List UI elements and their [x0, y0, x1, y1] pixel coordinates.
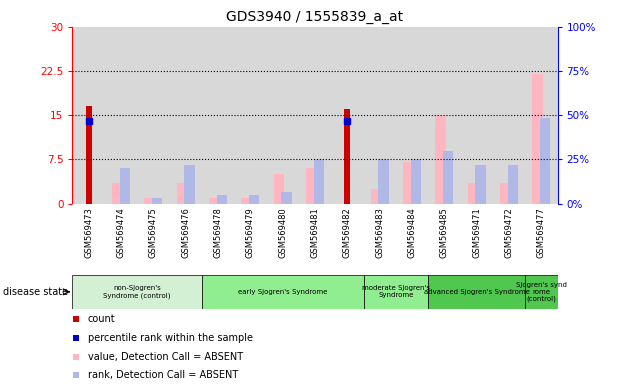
Text: GSM569480: GSM569480 — [278, 207, 287, 258]
Bar — [379, 159, 389, 204]
Text: GSM569477: GSM569477 — [537, 207, 546, 258]
Text: value, Detection Call = ABSENT: value, Detection Call = ABSENT — [88, 352, 243, 362]
Text: GSM569483: GSM569483 — [375, 207, 384, 258]
Text: GSM569476: GSM569476 — [181, 207, 190, 258]
Bar — [144, 198, 154, 204]
Bar — [435, 115, 445, 204]
Bar — [217, 195, 227, 204]
Bar — [540, 118, 551, 204]
Text: advanced Sjogren's Syndrome: advanced Sjogren's Syndrome — [424, 289, 530, 295]
Bar — [202, 275, 364, 309]
Bar — [72, 275, 202, 309]
Bar — [443, 151, 454, 204]
Bar — [525, 27, 558, 204]
Text: non-Sjogren's
Syndrome (control): non-Sjogren's Syndrome (control) — [103, 285, 171, 299]
Text: GSM569479: GSM569479 — [246, 207, 255, 258]
Bar — [234, 27, 266, 204]
Bar — [403, 162, 413, 204]
Bar — [299, 27, 331, 204]
Bar — [493, 27, 525, 204]
Text: moderate Sjogren's
Syndrome: moderate Sjogren's Syndrome — [362, 285, 430, 298]
Bar — [306, 168, 316, 204]
Text: GSM569474: GSM569474 — [117, 207, 125, 258]
Bar — [72, 27, 105, 204]
Title: GDS3940 / 1555839_a_at: GDS3940 / 1555839_a_at — [226, 10, 404, 25]
Text: rank, Detection Call = ABSENT: rank, Detection Call = ABSENT — [88, 370, 238, 380]
Bar — [105, 27, 137, 204]
Bar — [152, 198, 163, 204]
Bar — [345, 109, 350, 204]
Bar — [467, 183, 478, 204]
Bar — [500, 183, 510, 204]
Bar — [532, 74, 542, 204]
Bar — [202, 27, 234, 204]
Bar — [241, 198, 251, 204]
Bar — [86, 106, 91, 204]
Bar — [282, 192, 292, 204]
Text: disease state: disease state — [3, 287, 68, 297]
Bar — [185, 165, 195, 204]
Text: GSM569481: GSM569481 — [311, 207, 319, 258]
Text: Sjogren's synd
rome
(control): Sjogren's synd rome (control) — [516, 281, 567, 302]
Text: percentile rank within the sample: percentile rank within the sample — [88, 333, 253, 343]
Bar — [461, 27, 493, 204]
Bar — [137, 27, 169, 204]
Text: GSM569472: GSM569472 — [505, 207, 513, 258]
Bar — [428, 27, 461, 204]
Bar — [525, 275, 558, 309]
Text: GSM569485: GSM569485 — [440, 207, 449, 258]
Text: GSM569473: GSM569473 — [84, 207, 93, 258]
Bar — [411, 159, 421, 204]
Bar — [314, 159, 324, 204]
Text: GSM569484: GSM569484 — [408, 207, 416, 258]
Bar — [364, 275, 428, 309]
Text: GSM569471: GSM569471 — [472, 207, 481, 258]
Bar — [476, 165, 486, 204]
Bar — [331, 27, 364, 204]
Bar — [364, 27, 396, 204]
Bar — [396, 27, 428, 204]
Text: early Sjogren's Syndrome: early Sjogren's Syndrome — [238, 289, 328, 295]
Bar — [169, 27, 202, 204]
Bar — [176, 183, 187, 204]
Bar — [273, 174, 284, 204]
Text: GSM569478: GSM569478 — [214, 207, 222, 258]
Bar — [249, 195, 260, 204]
Bar — [266, 27, 299, 204]
Bar — [370, 189, 381, 204]
Text: GSM569482: GSM569482 — [343, 207, 352, 258]
Bar — [428, 275, 525, 309]
Text: GSM569475: GSM569475 — [149, 207, 158, 258]
Bar — [508, 165, 518, 204]
Bar — [209, 198, 219, 204]
Bar — [120, 168, 130, 204]
Text: count: count — [88, 314, 115, 324]
Bar — [112, 183, 122, 204]
